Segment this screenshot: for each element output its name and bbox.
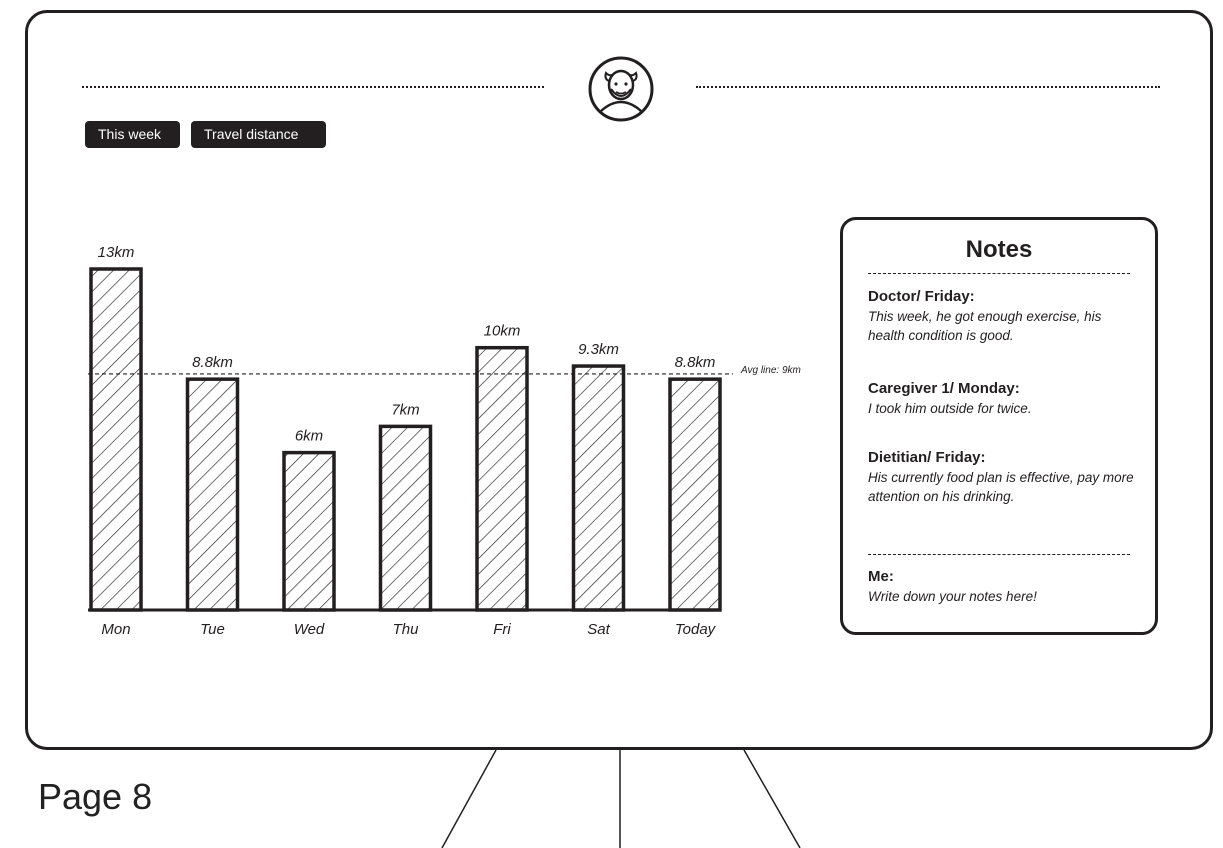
bar-wed[interactable] bbox=[282, 450, 336, 612]
bar-fri[interactable] bbox=[475, 345, 529, 612]
bar-value-label: 7km bbox=[391, 401, 419, 418]
x-tick-label: Fri bbox=[493, 621, 511, 638]
x-tick-label: Sat bbox=[587, 621, 610, 638]
note-entry: Doctor/ Friday: This week, he got enough… bbox=[868, 288, 1139, 345]
x-tick-label: Mon bbox=[101, 621, 130, 638]
note-entry: Caregiver 1/ Monday: I took him outside … bbox=[868, 380, 1139, 418]
page-number-label: Page 8 bbox=[38, 776, 153, 817]
bar-tue[interactable] bbox=[185, 377, 240, 612]
note-author: Dietitian/ Friday: bbox=[868, 449, 986, 466]
notes-title: Notes bbox=[965, 236, 1033, 263]
x-tick-label: Thu bbox=[393, 621, 420, 638]
notes-me-divider bbox=[868, 554, 1130, 555]
my-note-input[interactable]: Write down your notes here! bbox=[868, 589, 1037, 604]
notes-title-divider bbox=[868, 273, 1130, 274]
note-text: I took him outside for twice. bbox=[868, 401, 1032, 416]
bar-value-label: 8.8km bbox=[675, 354, 716, 371]
bar-thu[interactable] bbox=[378, 424, 433, 612]
x-tick-label: Tue bbox=[200, 621, 225, 638]
bar-mon[interactable] bbox=[89, 267, 143, 612]
travel-distance-bar-chart: 13km Mon 8.8km Tue 6km Wed 7km Thu 10km Fri 9.3km S… bbox=[88, 244, 801, 638]
note-text: This week, he got enough exercise, his h… bbox=[868, 309, 1102, 343]
average-line-label: Avg line: 9km bbox=[740, 365, 801, 376]
note-text: His currently food plan is effective, pa… bbox=[868, 470, 1134, 504]
x-tick-label: Wed bbox=[294, 621, 325, 638]
bar-value-label: 6km bbox=[295, 428, 323, 445]
my-note-author: Me: bbox=[868, 568, 894, 585]
note-author: Caregiver 1/ Monday: bbox=[868, 380, 1020, 397]
my-note-entry[interactable]: Me: Write down your notes here! bbox=[868, 568, 1139, 606]
x-tick-label: Today bbox=[675, 621, 717, 638]
note-entry: Dietitian/ Friday: His currently food pl… bbox=[868, 449, 1139, 506]
bar-sat[interactable] bbox=[571, 364, 626, 612]
elderly-man-icon[interactable] bbox=[587, 55, 655, 123]
bar-value-label: 9.3km bbox=[578, 341, 619, 358]
monitor-stand bbox=[441, 749, 801, 848]
period-filter-chip[interactable]: This week bbox=[85, 121, 180, 148]
notes-panel: Notes Doctor/ Friday: This week, he got … bbox=[840, 217, 1158, 635]
header-divider-left bbox=[82, 86, 544, 88]
bar-today[interactable] bbox=[668, 377, 722, 612]
header-divider-right bbox=[696, 86, 1160, 88]
note-author: Doctor/ Friday: bbox=[868, 288, 975, 305]
monitor-screen: This week Travel distance 13km Mon 8.8km Tu… bbox=[25, 10, 1213, 750]
bar-value-label: 10km bbox=[484, 323, 521, 340]
bar-value-label: 8.8km bbox=[192, 354, 233, 371]
metric-filter-chip[interactable]: Travel distance bbox=[191, 121, 326, 148]
bar-value-label: 13km bbox=[98, 244, 135, 261]
